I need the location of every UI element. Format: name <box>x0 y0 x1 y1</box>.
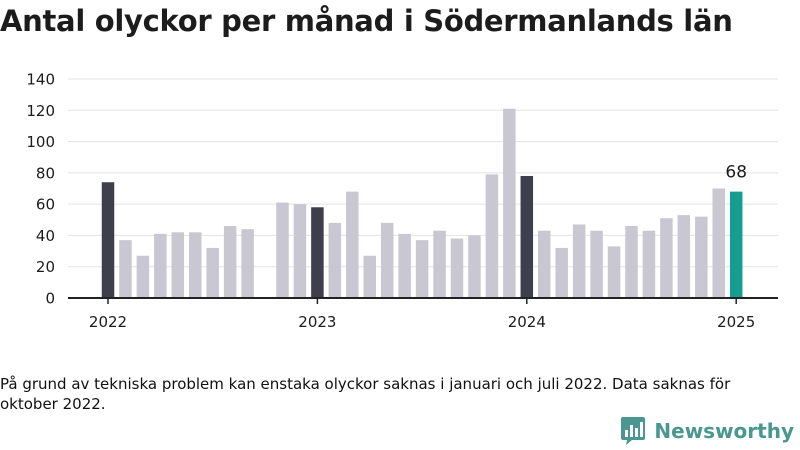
bar-2024-04 <box>572 224 586 298</box>
bar-2022-11 <box>276 202 289 298</box>
bar-2025-01 <box>729 191 743 298</box>
bar-2023-10 <box>468 235 481 298</box>
y-tick-label: 120 <box>26 102 55 120</box>
bar-2024-02 <box>538 230 551 298</box>
bar-2022-03 <box>136 255 150 298</box>
bar-2023-04 <box>363 255 376 298</box>
bar-2023-05 <box>380 222 394 298</box>
bar-2022-05 <box>171 232 185 298</box>
x-tick-label: 2023 <box>298 313 336 331</box>
y-tick-label: 0 <box>45 290 55 308</box>
bar-2024-03 <box>555 247 568 298</box>
bar-2024-08 <box>642 230 656 298</box>
bar-chart: 0 20 40 60 80 100 120 140 2022 2023 2024 2025 68 <box>26 71 778 331</box>
bar-2024-12 <box>712 188 725 298</box>
bar-2022-02 <box>119 240 132 298</box>
bar-2023-06 <box>398 233 411 298</box>
bar-2024-09 <box>660 218 673 298</box>
bar-2023-12 <box>503 108 516 298</box>
bar-2024-05 <box>590 230 603 298</box>
bar-2022-12 <box>293 204 307 298</box>
bar-2023-02 <box>328 222 342 298</box>
bar-2022-08 <box>223 226 237 298</box>
bar-2022-01 <box>101 182 115 298</box>
bar-2022-09 <box>241 229 254 298</box>
bar-2024-01 <box>520 175 534 298</box>
bar-2022-04 <box>154 233 167 298</box>
bar-2023-03 <box>346 191 359 298</box>
x-tick-label: 2025 <box>717 313 755 331</box>
bar-2022-06 <box>189 232 202 298</box>
y-tick-label: 100 <box>26 133 55 151</box>
x-tick-label: 2022 <box>89 313 127 331</box>
value-label: 68 <box>725 163 747 183</box>
y-tick-label: 80 <box>36 164 55 182</box>
x-tick-label: 2024 <box>508 313 546 331</box>
chart-title: Antal olyckor per månad i Södermanlands … <box>0 4 733 38</box>
y-tick-label: 140 <box>26 71 55 89</box>
bar-2023-01 <box>311 207 324 298</box>
bar-2023-07 <box>415 240 429 298</box>
bar-chart-logo-icon <box>621 417 646 445</box>
y-tick-label: 60 <box>36 196 55 214</box>
bar-2023-08 <box>433 230 446 298</box>
bar-2024-10 <box>677 215 691 298</box>
brand-logo: Newsworthy <box>620 416 794 446</box>
bar-2022-07 <box>206 247 219 298</box>
bar-2023-09 <box>450 238 464 298</box>
footnote: På grund av tekniska problem kan enstaka… <box>0 375 731 413</box>
bar-2024-07 <box>625 226 638 298</box>
y-tick-label: 20 <box>36 258 55 276</box>
y-tick-label: 40 <box>36 227 55 245</box>
bar-2023-11 <box>485 174 499 298</box>
bar-2024-11 <box>695 216 708 298</box>
bar-2024-06 <box>607 246 621 298</box>
brand-name: Newsworthy <box>654 419 794 443</box>
